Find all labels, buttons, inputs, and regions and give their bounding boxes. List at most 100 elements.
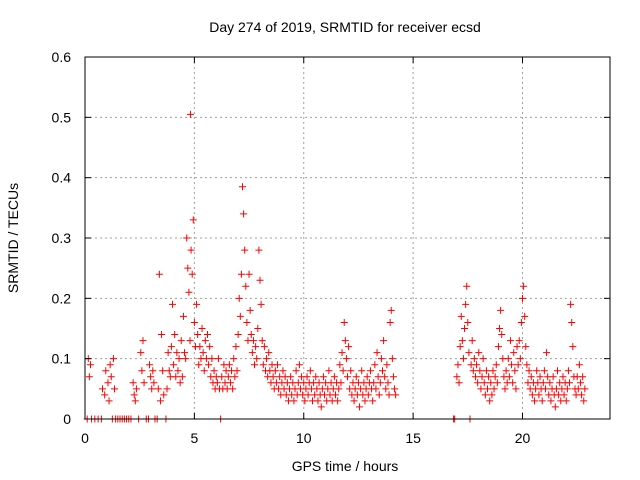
- data-point: [175, 355, 183, 363]
- data-point: [256, 276, 264, 284]
- data-point: [516, 355, 524, 363]
- data-point: [183, 234, 191, 242]
- data-point: [140, 379, 148, 387]
- data-point: [580, 397, 588, 405]
- data-point: [107, 373, 115, 381]
- data-point: [304, 391, 312, 399]
- data-point: [252, 343, 260, 351]
- data-point: [374, 373, 382, 381]
- x-tick-label: 0: [81, 430, 89, 446]
- axis-ticks: [84, 56, 610, 420]
- data-point: [160, 391, 168, 399]
- data-point: [170, 361, 178, 369]
- data-point: [243, 318, 251, 326]
- data-point: [512, 385, 520, 393]
- data-point: [190, 318, 198, 326]
- data-point: [314, 397, 322, 405]
- data-point: [522, 343, 530, 351]
- data-point: [389, 373, 397, 381]
- data-point: [563, 385, 571, 393]
- data-point: [301, 397, 309, 405]
- data-point: [279, 367, 287, 375]
- data-point: [519, 294, 526, 302]
- chart-title: Day 274 of 2019, SRMTID for receiver ecs…: [209, 19, 481, 35]
- data-point: [478, 373, 486, 381]
- data-point: [106, 361, 114, 369]
- data-point: [181, 349, 189, 357]
- data-point: [547, 397, 555, 405]
- data-point: [287, 373, 295, 381]
- data-point: [340, 318, 348, 326]
- data-point: [338, 349, 346, 357]
- data-point: [188, 270, 196, 278]
- data-point: [382, 385, 390, 393]
- data-point: [525, 367, 533, 375]
- data-point: [489, 367, 497, 375]
- data-point: [303, 373, 311, 381]
- data-point: [510, 349, 518, 357]
- data-point: [575, 361, 583, 369]
- data-point: [159, 367, 167, 375]
- data-point: [260, 343, 268, 351]
- data-point: [193, 300, 201, 308]
- data-point: [385, 391, 393, 399]
- data-point: [130, 391, 138, 399]
- data-point: [352, 373, 360, 381]
- data-point: [475, 349, 483, 357]
- data-point: [271, 367, 279, 375]
- data-point: [232, 343, 240, 351]
- data-point: [245, 270, 253, 278]
- data-point: [559, 373, 567, 381]
- data-point: [199, 349, 207, 357]
- data-point: [473, 361, 481, 369]
- data-point: [546, 379, 554, 387]
- data-point: [99, 385, 106, 393]
- data-point: [579, 373, 587, 381]
- data-point: [148, 385, 156, 393]
- data-point: [179, 312, 187, 320]
- data-point: [206, 343, 214, 351]
- data-point: [465, 349, 473, 357]
- x-axis-label: GPS time / hours: [292, 458, 399, 474]
- data-point: [253, 355, 261, 363]
- data-point: [560, 391, 568, 399]
- data-point: [237, 270, 245, 278]
- data-point: [265, 349, 273, 357]
- data-point: [198, 325, 206, 332]
- data-point: [490, 385, 498, 393]
- data-point: [347, 367, 355, 375]
- data-point: [242, 282, 250, 290]
- data-points: [83, 110, 589, 423]
- data-point: [543, 349, 551, 357]
- data-point: [337, 379, 345, 387]
- data-point: [366, 367, 374, 375]
- data-point: [259, 361, 267, 369]
- data-point: [388, 355, 396, 363]
- data-point: [533, 367, 541, 375]
- data-point: [568, 318, 576, 326]
- data-point: [241, 246, 249, 254]
- y-tick-label: 0.6: [52, 49, 72, 65]
- data-point: [194, 331, 202, 339]
- data-point: [344, 373, 351, 381]
- data-point: [274, 361, 281, 369]
- data-point: [164, 349, 172, 357]
- data-point: [149, 367, 157, 375]
- data-point: [356, 403, 364, 411]
- y-tick-label: 0.5: [52, 109, 72, 125]
- data-point: [248, 349, 256, 357]
- data-point: [233, 367, 241, 375]
- data-point: [515, 337, 523, 345]
- data-point: [363, 373, 371, 381]
- data-point: [158, 331, 166, 339]
- data-point: [317, 403, 325, 411]
- data-point: [101, 391, 109, 399]
- data-point: [165, 367, 173, 375]
- data-point: [474, 379, 482, 387]
- data-point: [481, 391, 489, 399]
- data-point: [498, 331, 506, 339]
- data-point: [379, 367, 386, 375]
- data-point: [455, 379, 463, 387]
- data-point: [501, 385, 509, 393]
